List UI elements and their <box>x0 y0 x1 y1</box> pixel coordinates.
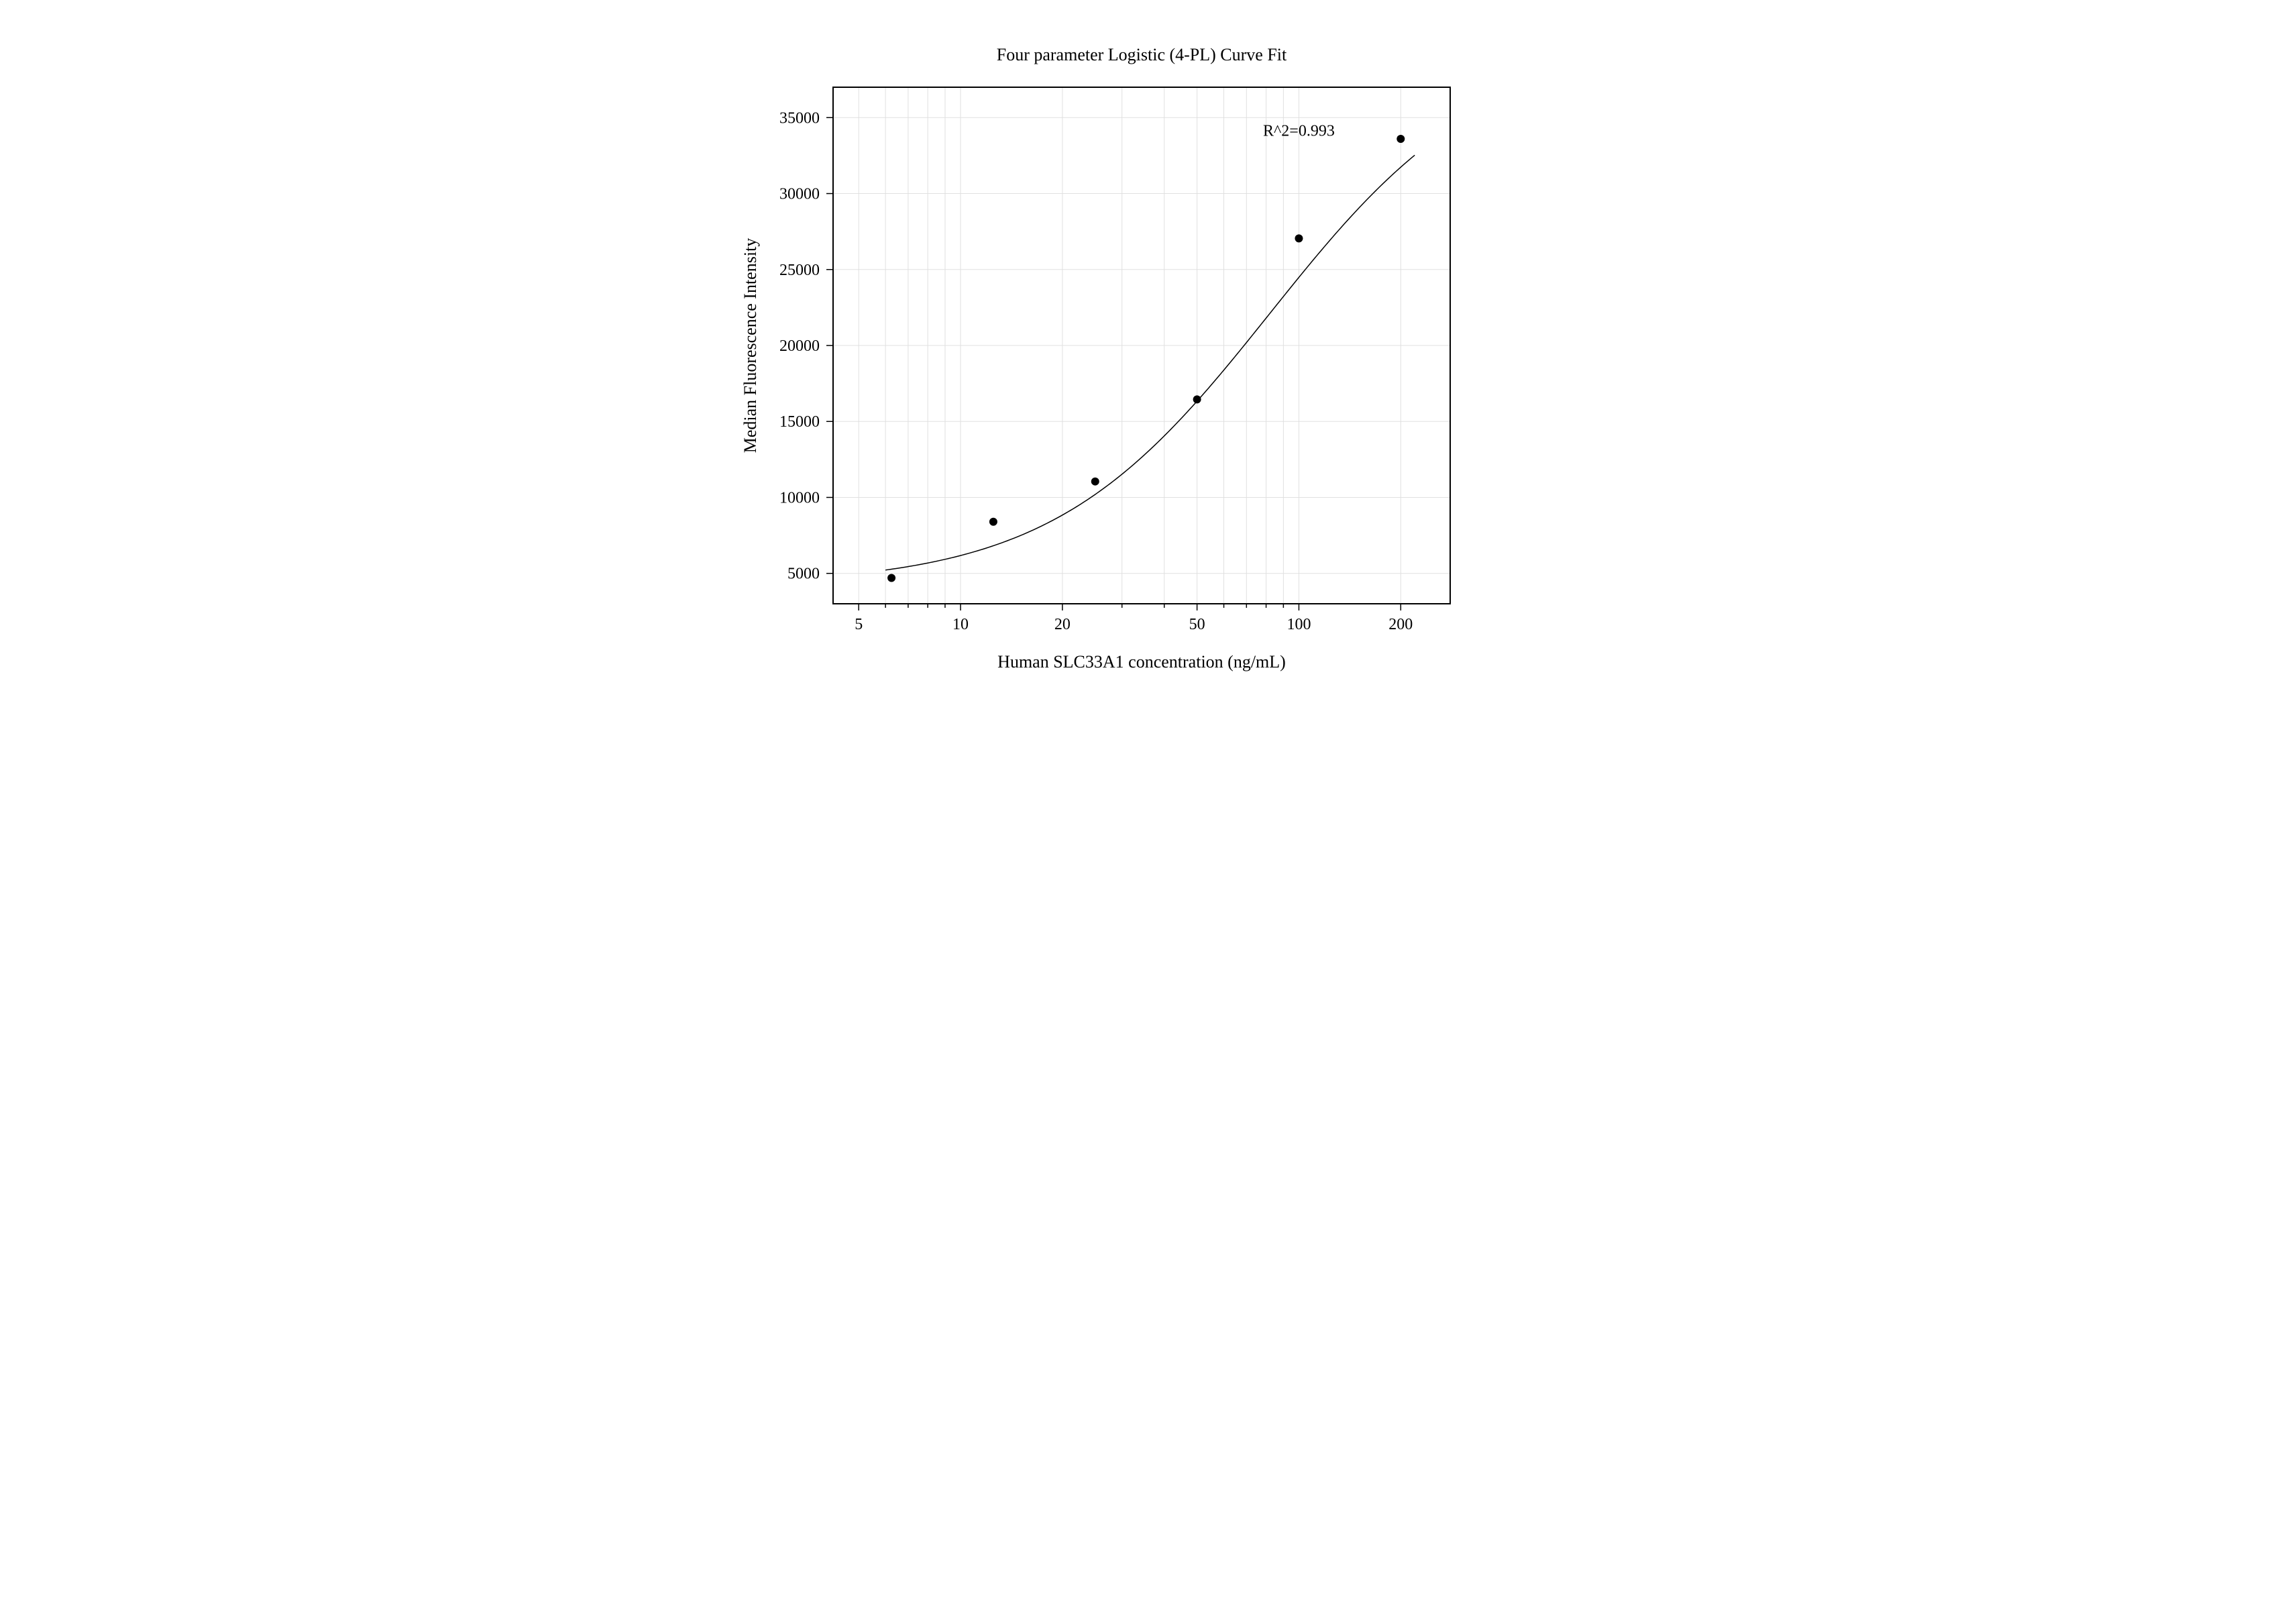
data-point <box>1397 135 1405 143</box>
y-tick-label: 10000 <box>779 489 820 506</box>
r-squared-annotation: R^2=0.993 <box>1263 122 1335 140</box>
chart-background <box>632 27 1665 749</box>
x-tick-label: 5 <box>855 616 863 633</box>
x-tick-label: 200 <box>1388 616 1413 633</box>
chart-container: 5 10 20 50 100 200 5000 10000 15000 20000 25000 300… <box>632 27 1665 749</box>
y-tick-label: 5000 <box>787 566 820 583</box>
y-tick-label: 25000 <box>779 262 820 279</box>
data-point <box>887 574 895 582</box>
y-tick-label: 35000 <box>779 109 820 127</box>
x-tick-label: 20 <box>1054 616 1070 633</box>
y-tick-label: 30000 <box>779 186 820 203</box>
y-axis-label: Median Fluorescence Intensity <box>741 238 760 453</box>
data-point <box>1295 234 1303 242</box>
data-point <box>1193 395 1201 403</box>
x-tick-label: 50 <box>1189 616 1205 633</box>
x-tick-label: 100 <box>1287 616 1311 633</box>
x-axis-label: Human SLC33A1 concentration (ng/mL) <box>997 652 1286 672</box>
data-point <box>1091 478 1099 486</box>
y-tick-label: 15000 <box>779 413 820 431</box>
x-tick-label: 10 <box>952 616 969 633</box>
chart-svg: 5 10 20 50 100 200 5000 10000 15000 20000 25000 300… <box>632 27 1665 749</box>
y-tick-label: 20000 <box>779 337 820 355</box>
data-point <box>989 518 997 526</box>
chart-title: Four parameter Logistic (4-PL) Curve Fit <box>996 45 1287 64</box>
